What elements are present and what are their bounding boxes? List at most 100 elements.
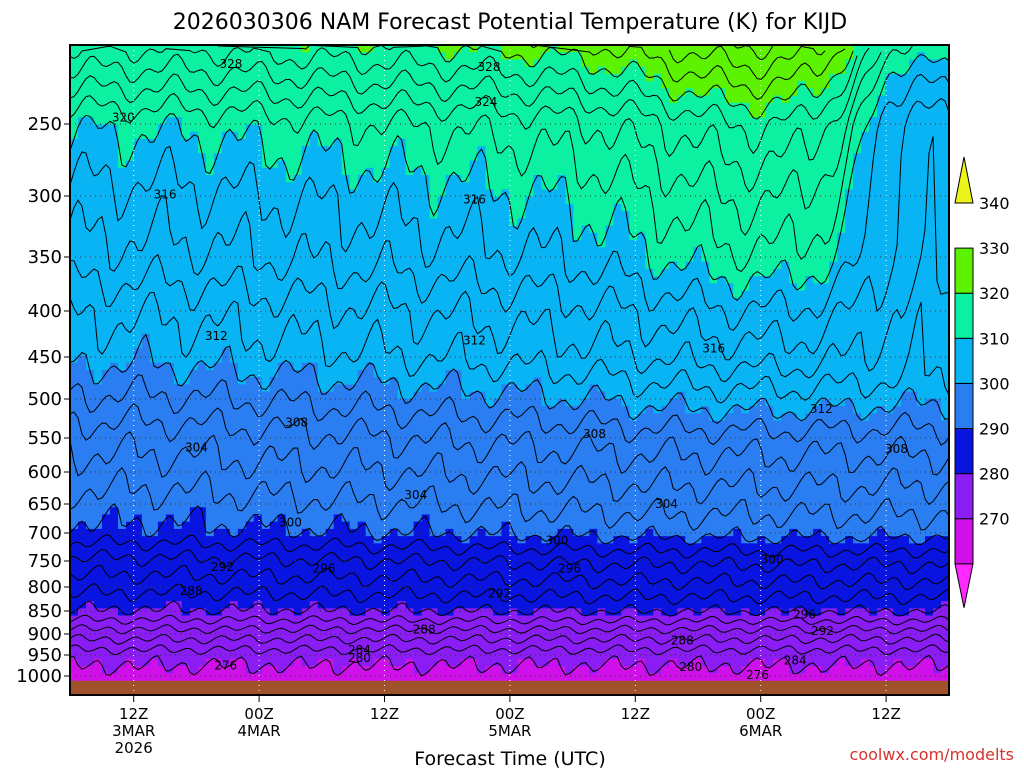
contour-326 bbox=[69, 47, 870, 193]
x-tick-label: 00Z bbox=[495, 705, 524, 723]
contour-300 bbox=[69, 503, 950, 546]
contour-label: 316 bbox=[463, 193, 486, 207]
contour-label: 312 bbox=[205, 329, 228, 343]
y-axis: 2503003504004505005506006507007508008509… bbox=[16, 114, 70, 687]
contour-label: 312 bbox=[810, 402, 833, 416]
contour-label: 300 bbox=[279, 516, 302, 530]
colorbar: 340 330 320 310 300 290 280 270 bbox=[954, 156, 1010, 608]
y-tick-label: 750 bbox=[28, 551, 62, 572]
colorbar-label: 330 bbox=[979, 239, 1010, 258]
x-tick-label: 6MAR bbox=[739, 722, 782, 740]
contour-label: 280 bbox=[348, 651, 371, 665]
y-tick-label: 900 bbox=[28, 624, 62, 645]
y-tick-label: 800 bbox=[28, 577, 62, 598]
contour-label: 296 bbox=[558, 561, 581, 575]
y-tick-label: 500 bbox=[28, 389, 62, 410]
contour-label: 292 bbox=[488, 587, 511, 601]
x-tick-label: 5MAR bbox=[488, 722, 531, 740]
contour-332 bbox=[529, 44, 846, 100]
contour-label: 316 bbox=[154, 188, 177, 202]
contour-330 bbox=[217, 44, 854, 120]
contour-294 bbox=[69, 564, 950, 591]
x-tick-label: 12Z bbox=[370, 705, 399, 723]
contour-312 bbox=[69, 291, 950, 404]
contour-314 bbox=[69, 136, 950, 383]
x-tick-label: 3MAR bbox=[112, 722, 155, 740]
colorbar-label: 310 bbox=[979, 329, 1010, 348]
contour-282 bbox=[69, 644, 950, 656]
x-tick-label: 4MAR bbox=[238, 722, 281, 740]
contour-label: 300 bbox=[761, 552, 784, 566]
y-tick-label: 700 bbox=[28, 523, 62, 544]
y-tick-label: 650 bbox=[28, 494, 62, 515]
colorbar-segment bbox=[954, 292, 974, 339]
colorbar-segment bbox=[954, 247, 974, 294]
contour-label: 288 bbox=[671, 633, 694, 647]
contour-label: 312 bbox=[463, 333, 486, 347]
colorbar-label: 290 bbox=[979, 420, 1010, 439]
contour-label: 308 bbox=[885, 442, 908, 456]
colorbar-segment bbox=[954, 428, 974, 475]
y-tick-label: 850 bbox=[28, 601, 62, 622]
contour-320 bbox=[69, 53, 950, 301]
contour-296 bbox=[69, 548, 950, 575]
y-tick-label: 600 bbox=[28, 462, 62, 483]
colorbar-label: 300 bbox=[979, 374, 1010, 393]
y-tick-label: 950 bbox=[28, 645, 62, 666]
contour-label: 324 bbox=[474, 95, 497, 109]
contour-280 bbox=[69, 654, 950, 677]
ground-surface bbox=[70, 680, 949, 696]
y-tick-label: 400 bbox=[28, 301, 62, 322]
contour-label: 304 bbox=[404, 488, 427, 502]
contour-308 bbox=[69, 374, 950, 446]
y-tick-label: 1000 bbox=[16, 666, 62, 687]
y-tick-label: 300 bbox=[28, 186, 62, 207]
x-axis-title: Forecast Time (UTC) bbox=[414, 748, 605, 768]
contour-328 bbox=[69, 45, 858, 155]
colorbar-arrow-low bbox=[954, 563, 974, 608]
contour-324 bbox=[69, 52, 882, 237]
contour-label: 304 bbox=[655, 497, 678, 511]
x-tick-label: 00Z bbox=[244, 705, 273, 723]
chart-title: 2026030306 NAM Forecast Potential Temper… bbox=[173, 10, 847, 35]
contour-302 bbox=[69, 466, 950, 532]
x-tick-label: 12Z bbox=[621, 705, 650, 723]
contour-label: 328 bbox=[478, 60, 501, 74]
contour-lines bbox=[69, 44, 950, 677]
contour-label: 276 bbox=[746, 668, 769, 682]
contour-288 bbox=[69, 614, 950, 626]
colorbar-label: 280 bbox=[979, 465, 1010, 484]
contour-label: 308 bbox=[285, 415, 308, 429]
contour-label: 288 bbox=[180, 584, 203, 598]
contour-label: 288 bbox=[413, 622, 436, 636]
contour-286 bbox=[69, 624, 950, 635]
colorbar-label: 270 bbox=[979, 510, 1010, 529]
contour-label: 292 bbox=[211, 560, 234, 574]
contour-label: 296 bbox=[793, 608, 816, 622]
contour-label: 300 bbox=[545, 533, 568, 547]
contour-label: 316 bbox=[702, 342, 725, 356]
contour-label: 320 bbox=[112, 111, 135, 125]
colorbar-label: 320 bbox=[979, 284, 1010, 303]
credit-link[interactable]: coolwx.com/modelts bbox=[850, 745, 1014, 764]
contour-290 bbox=[69, 600, 950, 617]
x-tick-label: 00Z bbox=[746, 705, 775, 723]
contour-label: 296 bbox=[312, 561, 335, 575]
contour-label: 308 bbox=[583, 427, 606, 441]
x-tick-label: 12Z bbox=[871, 705, 900, 723]
gridlines bbox=[70, 45, 949, 695]
contour-322 bbox=[69, 44, 914, 273]
colorbar-segment bbox=[954, 337, 974, 384]
contour-292 bbox=[69, 583, 950, 606]
y-tick-label: 450 bbox=[28, 347, 62, 368]
x-tick-label: 12Z bbox=[119, 705, 148, 723]
colorbar-arrow-high bbox=[954, 156, 974, 204]
contour-label: 284 bbox=[348, 643, 371, 657]
contour-284 bbox=[69, 633, 950, 645]
contour-334 bbox=[668, 45, 826, 80]
y-tick-label: 550 bbox=[28, 428, 62, 449]
contour-316 bbox=[69, 98, 950, 361]
colorbar-segment bbox=[954, 518, 974, 565]
contour-label: 304 bbox=[185, 441, 208, 455]
